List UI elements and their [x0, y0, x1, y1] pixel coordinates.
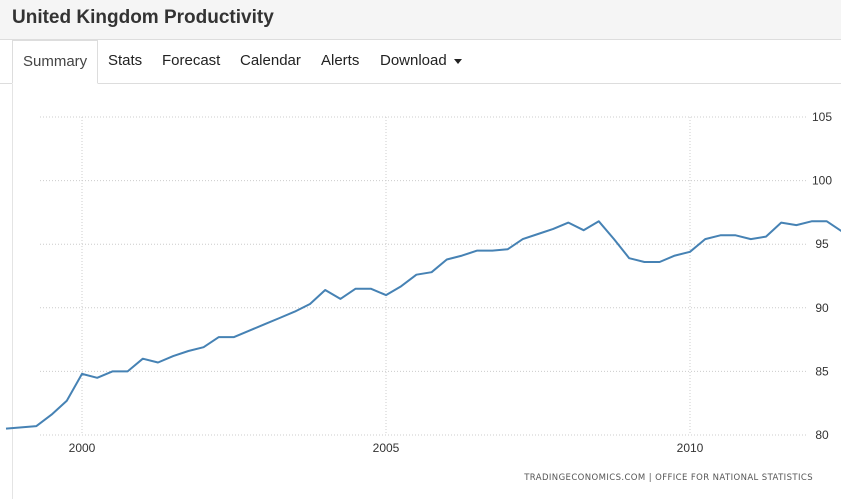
tab-forecast[interactable]: Forecast	[162, 52, 221, 69]
chevron-down-icon	[453, 58, 462, 64]
tab-download[interactable]: Download	[380, 40, 462, 84]
series-layer	[5, 220, 841, 430]
tab-bar: Summary Stats Forecast Calendar Alerts D…	[0, 40, 841, 84]
tab-stats[interactable]: Stats	[108, 52, 143, 69]
y-tick-label-100: 100	[812, 174, 832, 188]
page-header: United Kingdom Productivity	[0, 0, 841, 40]
grid-lines	[40, 116, 808, 436]
x-tick-label-2000: 2000	[69, 441, 96, 455]
tab-summary[interactable]: Summary	[12, 40, 99, 84]
y-axis-tick-labels: 80 85 90 95 100 105	[812, 110, 832, 442]
series-line-0	[5, 220, 841, 430]
x-tick-label-2005: 2005	[373, 441, 400, 455]
source-attribution: TRADINGECONOMICS.COM | OFFICE FOR NATION…	[524, 473, 813, 483]
tab-download-label: Download	[380, 52, 447, 69]
x-axis-tick-labels: 20002005201020152020	[69, 441, 704, 455]
y-tick-label-105: 105	[812, 110, 832, 124]
tab-alerts[interactable]: Alerts	[321, 52, 360, 69]
y-tick-label-90: 90	[815, 301, 829, 315]
y-tick-label-80: 80	[815, 428, 829, 442]
y-tick-label-95: 95	[815, 237, 829, 251]
y-tick-label-85: 85	[815, 364, 829, 378]
tab-calendar[interactable]: Calendar	[240, 52, 301, 69]
page-title: United Kingdom Productivity	[12, 7, 274, 28]
panel-border	[12, 84, 13, 499]
x-tick-label-2010: 2010	[677, 441, 704, 455]
